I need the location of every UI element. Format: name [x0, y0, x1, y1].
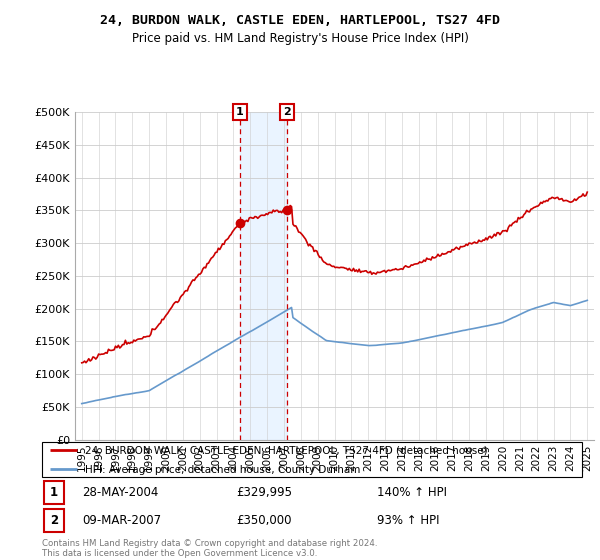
Text: 1: 1 — [50, 486, 58, 499]
Text: £329,995: £329,995 — [236, 486, 292, 499]
Text: 93% ↑ HPI: 93% ↑ HPI — [377, 514, 439, 527]
Text: Contains HM Land Registry data © Crown copyright and database right 2024.
This d: Contains HM Land Registry data © Crown c… — [42, 539, 377, 558]
Text: 24, BURDON WALK, CASTLE EDEN, HARTLEPOOL, TS27 4FD (detached house): 24, BURDON WALK, CASTLE EDEN, HARTLEPOOL… — [85, 446, 488, 456]
Text: 1: 1 — [236, 107, 244, 117]
Text: 2: 2 — [50, 514, 58, 527]
Bar — [240, 112, 287, 440]
Text: Price paid vs. HM Land Registry's House Price Index (HPI): Price paid vs. HM Land Registry's House … — [131, 32, 469, 45]
Text: £350,000: £350,000 — [236, 514, 292, 527]
Text: HPI: Average price, detached house, County Durham: HPI: Average price, detached house, Coun… — [85, 465, 361, 475]
Text: 2: 2 — [283, 107, 291, 117]
Text: 28-MAY-2004: 28-MAY-2004 — [83, 486, 159, 499]
Bar — [44, 481, 64, 503]
Text: 24, BURDON WALK, CASTLE EDEN, HARTLEPOOL, TS27 4FD: 24, BURDON WALK, CASTLE EDEN, HARTLEPOOL… — [100, 14, 500, 27]
Bar — [44, 509, 64, 531]
Text: 140% ↑ HPI: 140% ↑ HPI — [377, 486, 447, 499]
Text: 09-MAR-2007: 09-MAR-2007 — [83, 514, 161, 527]
